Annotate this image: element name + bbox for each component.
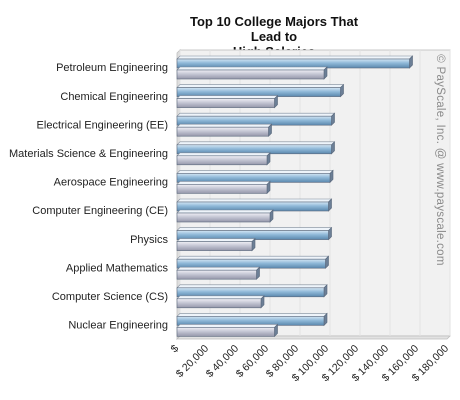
- category-label: Computer Engineering (CE): [32, 205, 168, 217]
- category-label: Petroleum Engineering: [56, 62, 168, 74]
- bar-series-1: [176, 55, 414, 69]
- bar-series-1: [176, 226, 333, 241]
- bar-series-2: [176, 237, 256, 252]
- chart-title-line-1: Top 10 College Majors That Lead to: [189, 14, 359, 44]
- category-label: Electrical Engineering (EE): [37, 119, 168, 131]
- bar-series-2: [176, 266, 261, 280]
- bar-series-1: [176, 169, 334, 184]
- bar-series-1: [176, 312, 328, 327]
- bar-series-2: [176, 123, 273, 137]
- payscale-watermark: © PayScale, Inc. @ www.payscale.com: [434, 54, 446, 266]
- category-label: Computer Science (CS): [52, 291, 168, 303]
- bar-series-1: [176, 141, 336, 155]
- bar-series-1: [176, 255, 330, 269]
- bar-series-2: [176, 66, 328, 80]
- category-label: Physics: [130, 234, 168, 246]
- bar-series-2: [176, 323, 279, 338]
- bar-series-2: [176, 180, 271, 195]
- bar-series-1: [176, 284, 328, 298]
- category-label: Aerospace Engineering: [54, 177, 168, 189]
- bar-series-2: [176, 152, 271, 166]
- x-tick-label: $: [169, 343, 182, 356]
- bar-series-1: [176, 83, 345, 98]
- bar-series-2: [176, 209, 274, 223]
- category-label: Applied Mathematics: [66, 262, 169, 274]
- category-label: Nuclear Engineering: [68, 320, 168, 332]
- bar-series-2: [176, 94, 279, 109]
- bar-series-2: [176, 295, 265, 309]
- category-label: Materials Science & Engineering: [9, 148, 168, 160]
- bar-series-1: [176, 198, 333, 212]
- category-label: Chemical Engineering: [60, 91, 168, 103]
- bar-series-1: [176, 112, 336, 126]
